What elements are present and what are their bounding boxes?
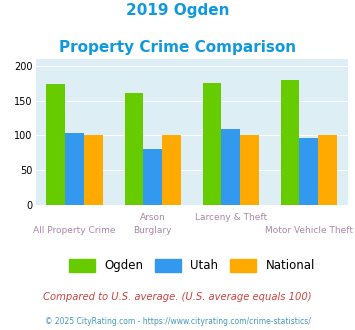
Bar xyxy=(47,83,65,205)
Bar xyxy=(318,135,337,205)
Text: Arson: Arson xyxy=(140,213,165,222)
Text: Burglary: Burglary xyxy=(133,226,172,235)
Text: Motor Vehicle Theft: Motor Vehicle Theft xyxy=(265,226,353,235)
Legend: Ogden, Utah, National: Ogden, Utah, National xyxy=(64,254,320,277)
Text: Compared to U.S. average. (U.S. average equals 100): Compared to U.S. average. (U.S. average … xyxy=(43,292,312,302)
Text: 2019 Ogden: 2019 Ogden xyxy=(126,3,229,18)
Bar xyxy=(84,135,103,205)
Bar xyxy=(240,135,259,205)
Bar xyxy=(222,129,240,205)
Bar xyxy=(125,93,143,205)
Text: Larceny & Theft: Larceny & Theft xyxy=(195,213,267,222)
Text: Property Crime Comparison: Property Crime Comparison xyxy=(59,40,296,54)
Bar xyxy=(281,80,300,205)
Bar xyxy=(300,138,318,205)
Bar xyxy=(65,133,84,205)
Bar xyxy=(143,149,162,205)
Text: © 2025 CityRating.com - https://www.cityrating.com/crime-statistics/: © 2025 CityRating.com - https://www.city… xyxy=(45,317,310,326)
Text: All Property Crime: All Property Crime xyxy=(33,226,116,235)
Bar xyxy=(203,83,222,205)
Bar xyxy=(162,135,181,205)
